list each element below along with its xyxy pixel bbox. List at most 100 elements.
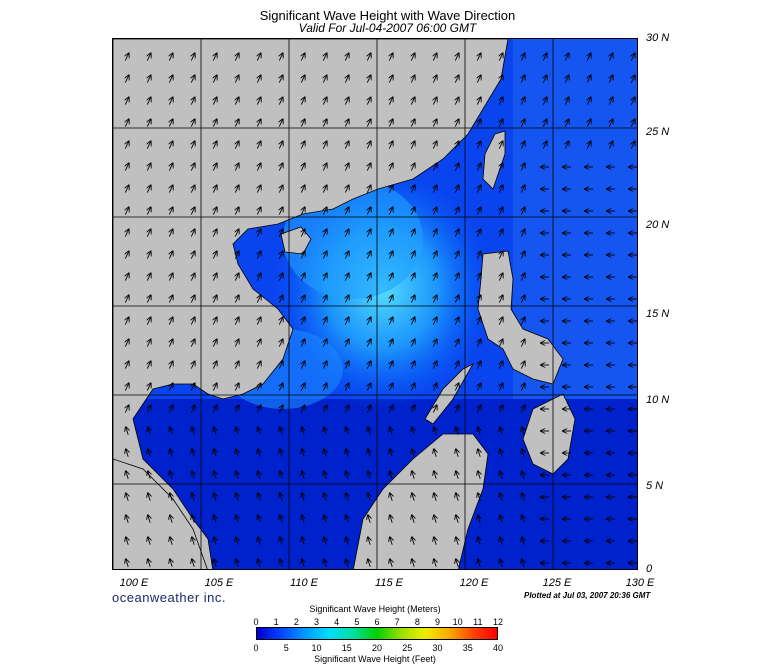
wave-arrow bbox=[433, 207, 436, 215]
wave-arrow bbox=[323, 361, 326, 369]
wave-arrow bbox=[433, 53, 436, 61]
colorbar-meters-tick: 4 bbox=[334, 617, 340, 627]
wave-arrow bbox=[412, 515, 414, 523]
wave-arrow bbox=[433, 339, 436, 347]
wave-arrow bbox=[499, 97, 502, 105]
wave-arrow bbox=[235, 383, 238, 391]
wave-arrow bbox=[323, 405, 326, 413]
wave-arrow bbox=[543, 75, 546, 83]
mainland-asia bbox=[113, 39, 509, 569]
wave-arrow bbox=[411, 141, 414, 149]
colorbar-feet-tick: 25 bbox=[402, 643, 413, 653]
wave-arrow bbox=[587, 119, 590, 127]
wave-arrow bbox=[499, 361, 502, 369]
wave-arrow bbox=[236, 493, 238, 501]
wave-arrow bbox=[346, 515, 348, 523]
wave-arrow bbox=[169, 251, 172, 259]
wave-arrow bbox=[147, 229, 150, 237]
wave-arrow bbox=[257, 383, 260, 391]
wave-arrow bbox=[235, 185, 238, 193]
wave-arrow bbox=[477, 273, 480, 281]
wave-arrow bbox=[587, 75, 590, 83]
wave-arrow bbox=[279, 251, 282, 259]
wave-arrow bbox=[456, 515, 458, 523]
wave-arrow bbox=[521, 405, 524, 413]
wave-arrow bbox=[126, 493, 128, 501]
wave-arrow bbox=[258, 537, 260, 545]
wave-arrow bbox=[302, 449, 304, 457]
wave-arrow bbox=[235, 273, 238, 281]
wave-arrow bbox=[235, 251, 238, 259]
wave-arrow bbox=[280, 449, 282, 457]
wave-arrow bbox=[433, 251, 436, 259]
wave-arrow bbox=[389, 383, 392, 391]
wave-arrow bbox=[367, 141, 370, 149]
wave-arrow bbox=[478, 449, 480, 457]
wave-arrow bbox=[456, 471, 458, 479]
wave-arrow bbox=[433, 405, 436, 413]
wave-arrow bbox=[147, 251, 150, 259]
wave-arrow bbox=[521, 141, 524, 149]
wave-arrow bbox=[367, 251, 370, 259]
wave-arrow bbox=[257, 185, 260, 193]
wave-arrow bbox=[191, 339, 194, 347]
wave-arrow bbox=[214, 559, 216, 567]
wave-arrow bbox=[368, 493, 370, 501]
wave-arrow bbox=[368, 537, 370, 545]
wave-arrow bbox=[565, 53, 568, 61]
wave-arrow bbox=[214, 515, 216, 523]
wave-arrow bbox=[434, 537, 436, 545]
wave-arrow bbox=[257, 163, 260, 171]
wave-arrow bbox=[125, 163, 128, 171]
wave-arrow bbox=[456, 537, 458, 545]
wave-arrow bbox=[235, 141, 238, 149]
wave-arrow bbox=[301, 405, 304, 413]
wave-arrow bbox=[522, 471, 524, 479]
wave-arrow bbox=[169, 405, 172, 413]
wave-arrow bbox=[169, 119, 172, 127]
wave-arrow bbox=[169, 207, 172, 215]
wave-arrow bbox=[499, 53, 502, 61]
wave-arrow bbox=[434, 471, 436, 479]
wave-arrow bbox=[631, 75, 634, 83]
wave-arrow bbox=[213, 361, 216, 369]
wave-arrow bbox=[125, 361, 128, 369]
wave-arrow bbox=[148, 493, 150, 501]
wave-arrow bbox=[170, 427, 172, 435]
wave-arrow bbox=[125, 75, 128, 83]
wave-arrow bbox=[433, 119, 436, 127]
wave-arrow bbox=[125, 185, 128, 193]
wave-arrow bbox=[324, 493, 326, 501]
wave-arrow bbox=[411, 273, 414, 281]
wave-arrow bbox=[499, 251, 502, 259]
wave-arrow bbox=[455, 339, 458, 347]
wave-arrow bbox=[191, 141, 194, 149]
lon-label-130e: 130 E bbox=[625, 577, 655, 589]
wave-arrow bbox=[499, 273, 502, 281]
wave-arrow bbox=[521, 339, 524, 347]
wave-arrow bbox=[170, 537, 172, 545]
wave-arrow bbox=[543, 119, 546, 127]
wave-arrow bbox=[367, 119, 370, 127]
wave-arrow bbox=[411, 317, 414, 325]
colorbar-meters-tick: 0 bbox=[253, 617, 259, 627]
wave-arrow bbox=[125, 141, 128, 149]
colorbar-feet-tick: 10 bbox=[311, 643, 322, 653]
wave-arrow bbox=[521, 361, 524, 369]
wave-arrow bbox=[192, 537, 194, 545]
wave-arrow bbox=[302, 537, 304, 545]
wave-arrow bbox=[522, 493, 524, 501]
wave-arrow bbox=[522, 515, 524, 523]
wave-arrow bbox=[389, 361, 392, 369]
wave-arrow bbox=[191, 119, 194, 127]
wave-arrow bbox=[499, 405, 502, 413]
wave-arrow bbox=[235, 339, 238, 347]
wave-arrow bbox=[543, 97, 546, 105]
wave-arrow bbox=[191, 383, 194, 391]
wave-arrow bbox=[477, 383, 480, 391]
wave-arrow bbox=[169, 75, 172, 83]
wave-arrow bbox=[521, 251, 524, 259]
wave-arrow bbox=[455, 75, 458, 83]
wave-arrow bbox=[125, 207, 128, 215]
wave-arrow bbox=[455, 163, 458, 171]
